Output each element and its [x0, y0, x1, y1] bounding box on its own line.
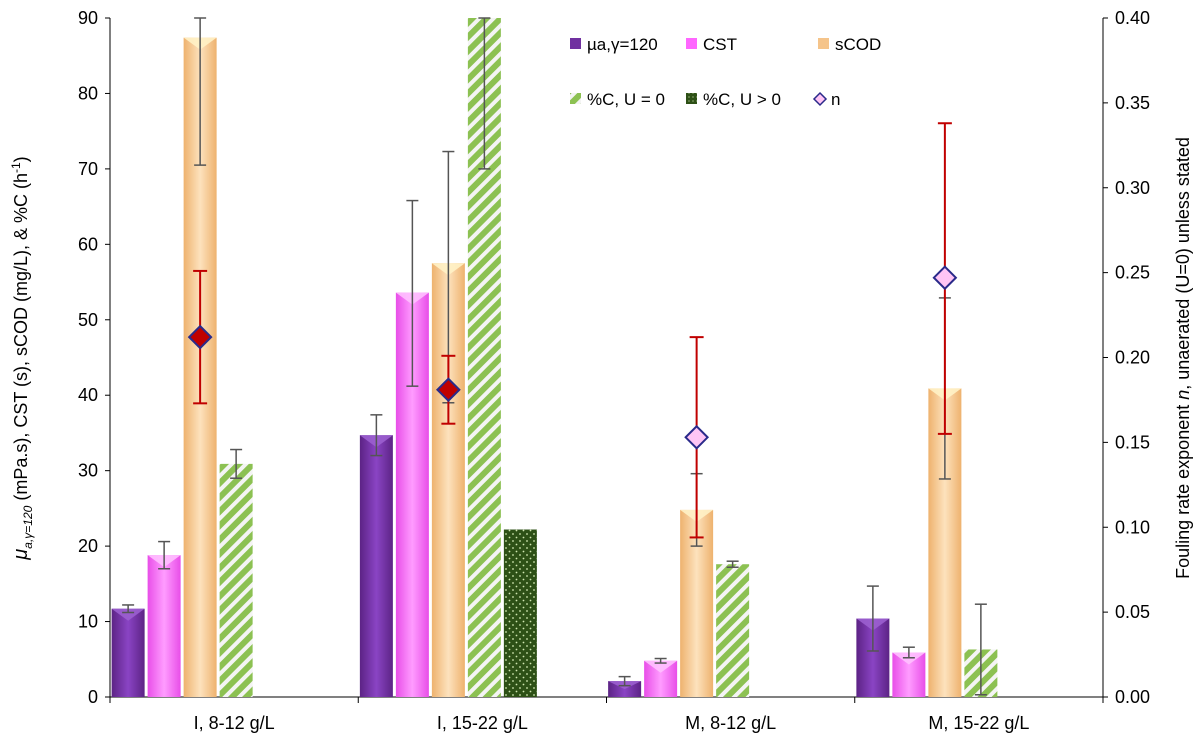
y-left-tick-label: 70 [78, 159, 98, 179]
legend-item: sCOD [818, 35, 881, 54]
legend-label: CST [703, 35, 737, 54]
legend-item: %C, U = 0 [570, 90, 665, 109]
legend-label: %C, U > 0 [703, 90, 781, 109]
bar [147, 555, 181, 697]
y-right-tick-label: 0.35 [1115, 93, 1150, 113]
legend-item: %C, U > 0 [686, 90, 781, 109]
y-axis-right-title: Fouling rate exponent n, unaerated (U=0)… [1173, 137, 1193, 579]
x-tick-label: I, 15-22 g/L [437, 713, 528, 733]
bar [111, 608, 145, 697]
y-left-tick-label: 60 [78, 234, 98, 254]
y-left-tick-label: 40 [78, 385, 98, 405]
y-right-tick-label: 0.10 [1115, 517, 1150, 537]
legend-swatch [686, 93, 697, 104]
diamond-marker [435, 377, 461, 403]
legend-label: n [831, 90, 840, 109]
y-left-tick-label: 20 [78, 536, 98, 556]
bar [503, 529, 537, 697]
diamond-marker [684, 424, 710, 450]
legend-label: µa,γ=120 [587, 35, 658, 54]
bar [716, 564, 750, 697]
y-left-tick-label: 0 [88, 687, 98, 707]
y-axis-left-title: μa,γ=120 (mPa.s), CST (s), sCOD (mg/L), … [9, 156, 35, 560]
y-right-tick-label: 0.30 [1115, 178, 1150, 198]
legend-label: sCOD [835, 35, 881, 54]
y-right-tick-label: 0.40 [1115, 8, 1150, 28]
legend-item: CST [686, 35, 737, 54]
diamond-marker [187, 324, 213, 350]
diamond-marker [932, 265, 958, 291]
y-left-tick-label: 80 [78, 83, 98, 103]
y-right-tick-label: 0.15 [1115, 432, 1150, 452]
y-left-tick-label: 30 [78, 461, 98, 481]
bar-bevel [111, 608, 145, 621]
legend-item: n [812, 90, 840, 109]
legend-swatch [570, 38, 581, 49]
legend-label: %C, U = 0 [587, 90, 665, 109]
legend-item: µa,γ=120 [570, 35, 658, 54]
y-left-tick-label: 50 [78, 310, 98, 330]
x-tick-label: M, 8-12 g/L [685, 713, 776, 733]
y-left-tick-label: 90 [78, 8, 98, 28]
legend-swatch [818, 38, 829, 49]
legend-swatch [812, 91, 828, 107]
x-tick-label: M, 15-22 g/L [928, 713, 1029, 733]
bar [219, 463, 253, 697]
bar-bevel [644, 660, 678, 673]
y-right-tick-label: 0.20 [1115, 348, 1150, 368]
legend-swatch [686, 38, 697, 49]
y-right-tick-label: 0.05 [1115, 602, 1150, 622]
legend-swatch [570, 93, 581, 104]
bar [359, 435, 393, 697]
y-left-tick-label: 10 [78, 612, 98, 632]
x-tick-label: I, 8-12 g/L [194, 713, 275, 733]
y-right-tick-label: 0.25 [1115, 263, 1150, 283]
y-right-tick-label: 0.00 [1115, 687, 1150, 707]
